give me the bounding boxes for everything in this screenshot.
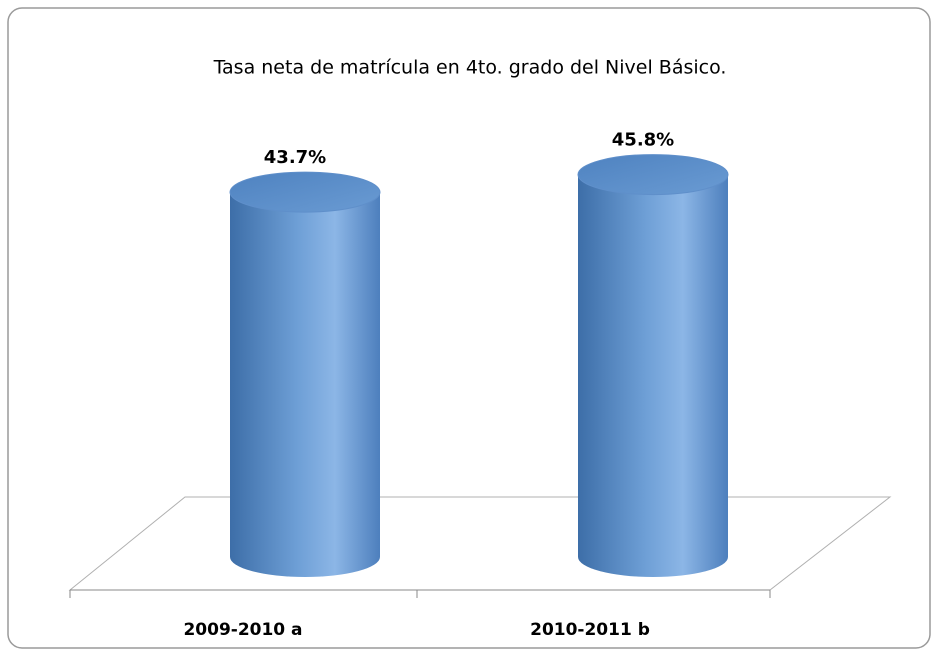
x-tick-label: 2010-2011 b [530,620,650,640]
data-label: 45.8% [612,130,674,151]
cylinder-body [578,174,728,577]
cylinder-top [577,154,729,196]
cylinder-body [230,192,380,577]
floor [68,496,892,591]
chart-title: Tasa neta de matrícula en 4to. grado del… [213,57,727,79]
cylinder-top [229,171,381,213]
data-label: 43.7% [264,147,326,168]
x-tick-label: 2009-2010 a [183,620,302,640]
